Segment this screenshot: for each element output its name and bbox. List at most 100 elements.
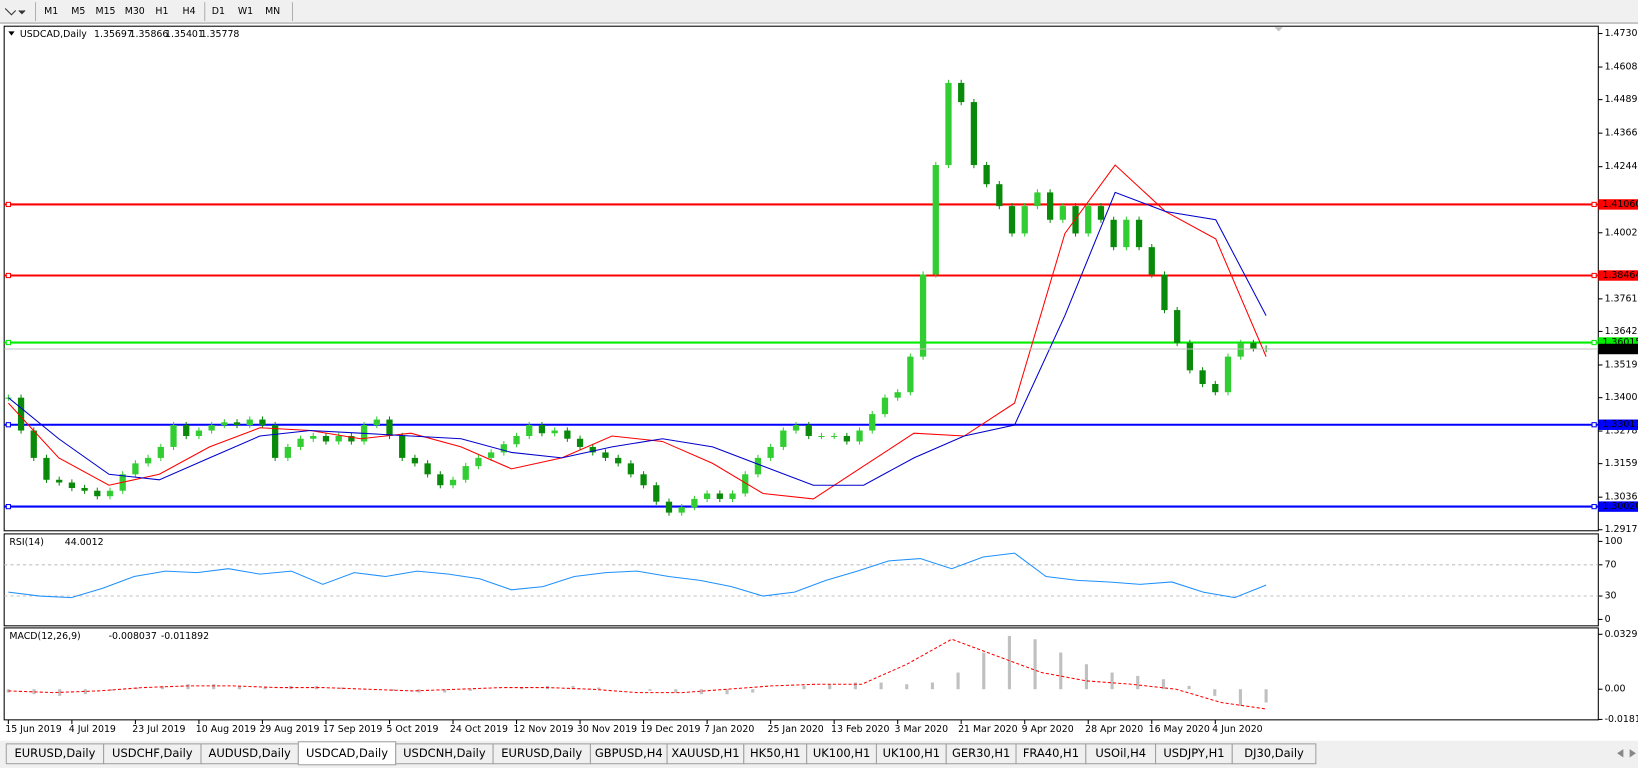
timeframe-button[interactable]: D1 <box>212 6 225 17</box>
tab-label[interactable]: DJ30,Daily <box>1244 746 1304 760</box>
y-tick-label: 1.43665 <box>1605 128 1638 139</box>
candle-body <box>856 430 863 442</box>
level-handle[interactable] <box>1591 422 1597 428</box>
timeframe-button[interactable]: M30 <box>125 6 145 17</box>
tab-label[interactable]: EURUSD,Daily <box>15 746 96 760</box>
toolbar-dropdown[interactable] <box>18 10 26 15</box>
chart-tab[interactable]: USDCAD,Daily <box>297 741 397 766</box>
candle-body <box>259 419 266 426</box>
header-arrow <box>8 31 15 36</box>
tab-scroll[interactable] <box>1617 749 1636 758</box>
timeframe-label[interactable]: M15 <box>95 6 115 17</box>
y-tick-label: 1.31590 <box>1605 458 1638 469</box>
candle-body <box>233 422 241 426</box>
rsi-panel <box>3 533 1599 627</box>
level-handle[interactable] <box>1591 339 1597 346</box>
candle-body <box>386 419 393 436</box>
timeframe-label[interactable]: MN <box>265 6 280 17</box>
macd-title: MACD(12,26,9) <box>9 631 80 642</box>
timeframe-label[interactable]: H1 <box>155 6 168 17</box>
candle-body <box>564 430 571 439</box>
candle-body <box>56 479 63 483</box>
tab-label[interactable]: FRA40,H1 <box>1023 746 1079 760</box>
level-price-label: 1.38464 <box>1602 270 1638 281</box>
chart-tab[interactable]: HK50,H1 <box>743 743 808 765</box>
timeframe-button[interactable]: MN <box>265 6 280 17</box>
timeframe-button[interactable]: H1 <box>155 6 168 17</box>
tab-label[interactable]: GER30,H1 <box>952 746 1010 760</box>
level-handle[interactable] <box>5 339 11 346</box>
x-tick-label: 12 Nov 2019 <box>513 724 573 735</box>
x-tick-label: 7 Jan 2020 <box>704 724 754 735</box>
timeframe-label[interactable]: M30 <box>125 6 145 17</box>
tab-label[interactable]: USDCHF,Daily <box>112 746 193 760</box>
timeframe-button[interactable]: M5 <box>71 6 85 17</box>
timeframe-label[interactable]: M1 <box>44 6 58 17</box>
candle-body <box>1021 206 1028 234</box>
timeframe-label[interactable]: W1 <box>238 6 253 17</box>
chart-tab[interactable]: GER30,H1 <box>945 743 1017 765</box>
candle-body <box>805 425 812 436</box>
candle-body <box>106 490 114 497</box>
chart-title: USDCAD,Daily <box>20 29 87 40</box>
tab-label[interactable]: AUDUSD,Daily <box>208 746 291 760</box>
chart-tab[interactable]: GBPUSD,H4 <box>589 743 668 765</box>
tab-label[interactable]: UK100,H1 <box>813 746 870 760</box>
chart-tab[interactable]: USOil,H4 <box>1085 743 1157 765</box>
level-handle[interactable] <box>5 201 11 208</box>
level-handle[interactable] <box>5 503 11 510</box>
x-tick-label: 25 Jan 2020 <box>767 724 823 735</box>
tab-label[interactable]: HK50,H1 <box>750 746 800 760</box>
candle-body <box>1174 310 1181 343</box>
timeframe-button[interactable]: M1 <box>44 6 58 17</box>
candle-body <box>399 435 406 458</box>
tab-label[interactable]: EURUSD,Daily <box>501 746 582 760</box>
chart-tab[interactable]: AUDUSD,Daily <box>200 743 299 765</box>
x-tick-label: 29 Aug 2019 <box>259 724 319 735</box>
chart-tab[interactable]: USDCHF,Daily <box>103 743 202 765</box>
level-handle[interactable] <box>1591 201 1597 208</box>
tab-label[interactable]: USDCNH,Daily <box>403 746 486 760</box>
timeframe-button[interactable]: H4 <box>183 6 196 17</box>
level-handle[interactable] <box>1591 272 1597 279</box>
chart-tab[interactable]: FRA40,H1 <box>1015 743 1087 765</box>
timeframe-label[interactable]: D1 <box>212 6 225 17</box>
timeframe-label[interactable]: H4 <box>183 6 196 17</box>
tab-label[interactable]: XAUUSD,H1 <box>671 746 739 760</box>
level-price-box <box>1598 337 1638 348</box>
chart-tab[interactable]: XAUUSD,H1 <box>666 743 745 765</box>
tab-background[interactable] <box>1231 743 1317 765</box>
candle-body <box>310 435 317 439</box>
chart-tab[interactable]: USDCNH,Daily <box>395 743 494 765</box>
y-tick-label: 1.32780 <box>1605 426 1638 437</box>
level-price-label: 1.41060 <box>1602 199 1638 210</box>
y-tick-label: 1.47305 <box>1605 28 1638 39</box>
candle-body <box>322 435 330 442</box>
chart-tab[interactable]: USDJPY,H1 <box>1155 743 1233 765</box>
chart-tab[interactable]: EURUSD,Daily <box>5 743 105 765</box>
y-tick-label: -0.01815 <box>1605 714 1638 725</box>
y-tick-label: 70 <box>1605 559 1617 570</box>
tab-label[interactable]: GBPUSD,H4 <box>595 746 663 760</box>
candle-body <box>94 490 101 497</box>
y-tick-label: 30 <box>1605 591 1617 602</box>
level-price-label: 1.33011 <box>1602 419 1638 430</box>
tab-label[interactable]: UK100,H1 <box>883 746 940 760</box>
chart-tab[interactable]: UK100,H1 <box>806 743 877 765</box>
chart-tab[interactable]: UK100,H1 <box>875 743 947 765</box>
candle-body <box>665 501 673 513</box>
level-handle[interactable] <box>5 272 11 279</box>
timeframe-label[interactable]: M5 <box>71 6 85 17</box>
chart-tab[interactable]: EURUSD,Daily <box>492 743 591 765</box>
candle-body <box>17 397 25 431</box>
level-handle[interactable] <box>5 422 11 428</box>
tab-label[interactable]: USDJPY,H1 <box>1163 746 1224 760</box>
timeframe-button[interactable]: M15 <box>95 6 115 17</box>
tab-label[interactable]: USOil,H4 <box>1095 746 1146 760</box>
level-handle[interactable] <box>1591 503 1597 510</box>
timeframe-button[interactable]: W1 <box>238 6 253 17</box>
candle-body <box>907 356 914 393</box>
toolbar-icon[interactable] <box>4 8 17 16</box>
tab-label[interactable]: USDCAD,Daily <box>306 746 388 760</box>
chart-tab[interactable]: DJ30,Daily <box>1231 743 1317 765</box>
